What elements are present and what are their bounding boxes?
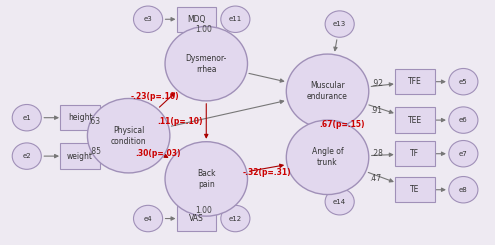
Ellipse shape bbox=[286, 54, 369, 128]
Text: TEE: TEE bbox=[408, 116, 422, 125]
FancyBboxPatch shape bbox=[395, 177, 435, 202]
Text: .30(p=.03): .30(p=.03) bbox=[135, 149, 181, 158]
Ellipse shape bbox=[221, 205, 250, 232]
Text: e14: e14 bbox=[333, 199, 346, 205]
Text: Back
pain: Back pain bbox=[197, 169, 215, 189]
Text: e8: e8 bbox=[459, 187, 468, 193]
Text: e12: e12 bbox=[229, 216, 242, 221]
FancyBboxPatch shape bbox=[395, 141, 435, 166]
Ellipse shape bbox=[325, 11, 354, 37]
Text: e4: e4 bbox=[144, 216, 152, 221]
Ellipse shape bbox=[134, 6, 162, 33]
Ellipse shape bbox=[165, 26, 248, 101]
FancyBboxPatch shape bbox=[60, 143, 100, 169]
Text: e3: e3 bbox=[144, 16, 152, 22]
Text: TF: TF bbox=[410, 149, 419, 158]
Text: e2: e2 bbox=[22, 153, 31, 159]
Ellipse shape bbox=[88, 98, 170, 173]
Ellipse shape bbox=[134, 205, 162, 232]
Text: 1.00: 1.00 bbox=[195, 206, 212, 215]
FancyBboxPatch shape bbox=[395, 69, 435, 94]
Text: .11(p=.10): .11(p=.10) bbox=[157, 117, 202, 126]
Text: Angle of
trunk: Angle of trunk bbox=[312, 147, 344, 167]
FancyBboxPatch shape bbox=[60, 105, 100, 130]
Text: Physical
condition: Physical condition bbox=[111, 126, 147, 146]
Text: TFE: TFE bbox=[408, 77, 422, 86]
Text: e6: e6 bbox=[459, 117, 468, 123]
Text: -.32(p=.31): -.32(p=.31) bbox=[243, 168, 291, 177]
Ellipse shape bbox=[165, 142, 248, 216]
FancyBboxPatch shape bbox=[177, 206, 216, 231]
Text: .28: .28 bbox=[371, 149, 383, 158]
Ellipse shape bbox=[12, 143, 41, 169]
Text: VAS: VAS bbox=[189, 214, 204, 223]
Ellipse shape bbox=[12, 104, 41, 131]
Text: Muscular
endurance: Muscular endurance bbox=[307, 81, 348, 101]
Text: height: height bbox=[68, 113, 93, 122]
FancyBboxPatch shape bbox=[177, 7, 216, 32]
Text: TE: TE bbox=[410, 185, 420, 194]
Text: e5: e5 bbox=[459, 79, 468, 85]
Text: e7: e7 bbox=[459, 151, 468, 157]
Ellipse shape bbox=[449, 140, 478, 167]
FancyBboxPatch shape bbox=[395, 107, 435, 133]
Text: MDQ: MDQ bbox=[188, 15, 206, 24]
Ellipse shape bbox=[449, 176, 478, 203]
Text: .91: .91 bbox=[370, 106, 382, 115]
Ellipse shape bbox=[325, 189, 354, 215]
Text: e13: e13 bbox=[333, 21, 346, 27]
Text: .85: .85 bbox=[89, 147, 101, 156]
Text: weight: weight bbox=[67, 152, 93, 161]
Ellipse shape bbox=[449, 107, 478, 133]
Text: .92: .92 bbox=[371, 79, 383, 88]
Text: -.23(p=.10): -.23(p=.10) bbox=[131, 92, 180, 101]
Text: .67(p=.15): .67(p=.15) bbox=[319, 120, 365, 129]
Text: Dysmenor-
rrhea: Dysmenor- rrhea bbox=[186, 54, 227, 74]
Text: e11: e11 bbox=[229, 16, 242, 22]
Text: 1.00: 1.00 bbox=[195, 25, 212, 34]
Text: e1: e1 bbox=[22, 115, 31, 121]
Text: .63: .63 bbox=[89, 117, 100, 126]
Ellipse shape bbox=[286, 120, 369, 195]
Text: .47: .47 bbox=[369, 174, 382, 183]
Ellipse shape bbox=[449, 69, 478, 95]
Ellipse shape bbox=[221, 6, 250, 33]
